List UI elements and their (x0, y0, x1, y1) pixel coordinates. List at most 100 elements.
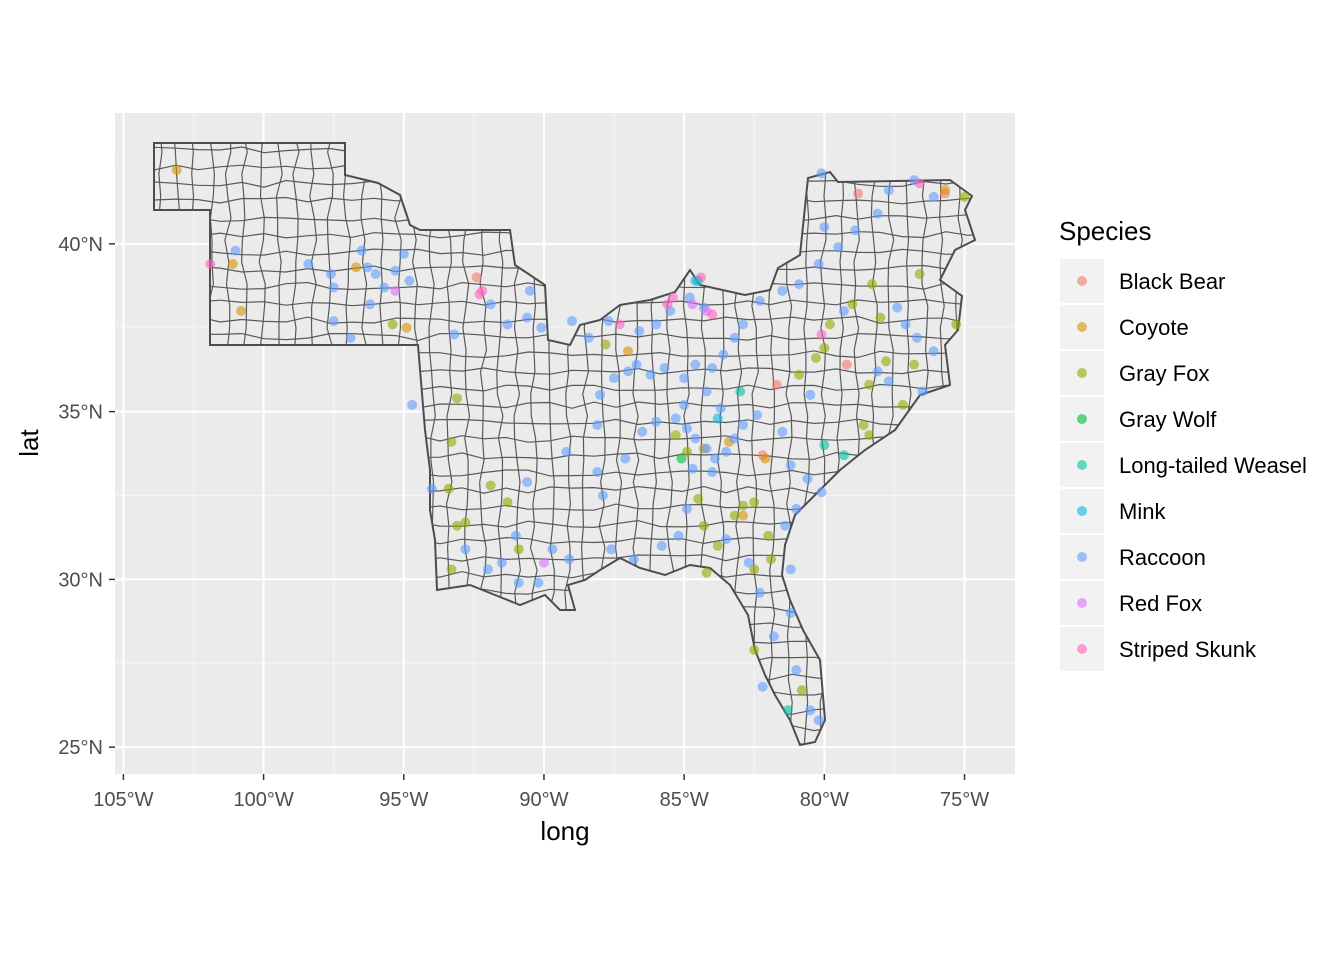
point-gray-fox (600, 339, 611, 350)
point-raccoon (721, 534, 732, 545)
legend-swatch-gray-wolf (1077, 414, 1087, 424)
legend-swatch-striped-skunk (1077, 644, 1087, 654)
point-raccoon (561, 446, 572, 457)
point-red-fox (687, 299, 698, 310)
point-striped-skunk (662, 299, 673, 310)
point-raccoon (701, 443, 712, 454)
y-axis: 25°N 30°N 35°N 40°N (58, 234, 115, 759)
y-tick-label: 35°N (58, 402, 103, 424)
point-raccoon (710, 453, 720, 464)
point-coyote (738, 510, 749, 521)
legend-label-gray-fox: Gray Fox (1119, 361, 1209, 386)
point-raccoon (707, 467, 718, 478)
point-raccoon (687, 463, 698, 474)
point-raccoon (883, 376, 894, 387)
point-gray-fox (701, 567, 712, 578)
point-raccoon (681, 423, 692, 434)
point-raccoon (777, 285, 788, 296)
legend-swatch-black-bear (1077, 276, 1087, 286)
species-legend: Species Black Bear Coyote Gray Fox Gray Wol… (1059, 216, 1307, 671)
point-raccoon (785, 607, 796, 618)
point-gray-wolf (676, 453, 687, 464)
point-raccoon (592, 467, 603, 478)
point-black-bear (471, 272, 482, 283)
point-raccoon (679, 373, 690, 384)
point-raccoon (522, 312, 533, 323)
point-raccoon (328, 316, 339, 327)
point-raccoon (606, 544, 617, 555)
point-gray-fox (847, 299, 858, 310)
point-black-bear (852, 188, 863, 199)
point-raccoon (777, 426, 788, 437)
point-gray-fox (951, 319, 962, 330)
point-raccoon (729, 332, 740, 343)
point-gray-fox (446, 436, 457, 447)
point-raccoon (813, 715, 824, 726)
point-gray-fox (763, 530, 774, 541)
point-gray-fox (693, 493, 704, 504)
point-gray-fox (909, 359, 920, 370)
point-raccoon (833, 242, 844, 253)
point-gray-fox (810, 352, 821, 363)
point-raccoon (679, 399, 690, 410)
point-gray-fox (867, 279, 878, 290)
legend-swatch-red-fox (1077, 598, 1087, 608)
point-raccoon (785, 460, 796, 471)
point-raccoon (583, 332, 594, 343)
point-long-tailed-weasel (819, 440, 830, 451)
legend-label-mink: Mink (1119, 499, 1166, 524)
point-gray-fox (452, 393, 463, 404)
point-raccoon (651, 319, 662, 330)
point-raccoon (564, 554, 575, 565)
point-black-bear (771, 379, 782, 390)
legend-label-black-bear: Black Bear (1119, 269, 1225, 294)
legend-swatch-coyote (1077, 322, 1087, 332)
point-raccoon (816, 487, 827, 498)
point-raccoon (390, 265, 401, 276)
point-striped-skunk (914, 178, 925, 189)
point-raccoon (791, 503, 802, 514)
point-gray-fox (749, 497, 760, 508)
point-gray-fox (446, 564, 457, 575)
point-raccoon (738, 420, 749, 431)
point-raccoon (928, 191, 939, 202)
point-raccoon (379, 282, 390, 293)
point-raccoon (917, 386, 928, 397)
legend-label-striped-skunk: Striped Skunk (1119, 637, 1257, 662)
point-raccoon (609, 373, 620, 384)
point-red-fox (538, 557, 549, 568)
legend-label-long-tailed-weasel: Long-tailed Weasel (1119, 453, 1307, 478)
point-raccoon (656, 540, 667, 551)
point-raccoon (603, 316, 614, 327)
point-raccoon (482, 564, 493, 575)
point-raccoon (567, 316, 578, 327)
point-raccoon (230, 245, 241, 256)
point-striped-skunk (816, 329, 827, 340)
point-raccoon (838, 305, 849, 316)
legend-swatch-gray-fox (1077, 368, 1087, 378)
point-raccoon (872, 208, 883, 219)
point-coyote (623, 346, 634, 357)
point-long-tailed-weasel (782, 705, 793, 716)
x-tick-label: 100°W (233, 789, 293, 811)
point-raccoon (449, 329, 460, 340)
point-gray-fox (452, 520, 463, 531)
x-tick-label: 95°W (379, 789, 428, 811)
point-raccoon (592, 420, 603, 431)
point-raccoon (362, 262, 373, 273)
y-tick-label: 40°N (58, 234, 103, 256)
point-gray-fox (670, 430, 681, 441)
point-raccoon (404, 275, 415, 286)
point-gray-fox (897, 399, 908, 410)
point-long-tailed-weasel (838, 450, 849, 461)
point-raccoon (645, 369, 656, 380)
point-raccoon (547, 544, 558, 555)
point-raccoon (785, 564, 796, 575)
point-raccoon (752, 409, 763, 420)
point-raccoon (325, 269, 336, 280)
y-axis-title: lat (14, 428, 44, 456)
point-gray-fox (698, 520, 709, 531)
point-raccoon (496, 557, 507, 568)
point-coyote (401, 322, 412, 333)
